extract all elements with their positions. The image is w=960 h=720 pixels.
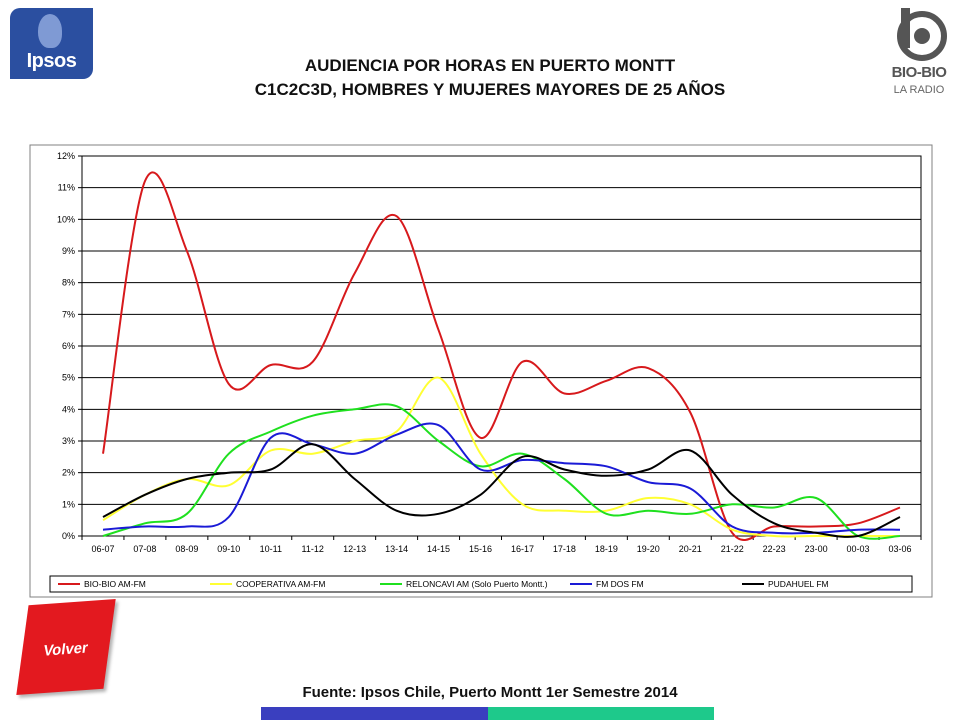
- ipsos-logo-text: Ipsos: [26, 50, 77, 72]
- volver-button[interactable]: Volver: [16, 598, 116, 696]
- chart-title-line1: AUDIENCIA POR HORAS EN PUERTO MONTT: [304, 56, 676, 75]
- footer-bar-green: [488, 707, 714, 720]
- chart-frame: [29, 144, 933, 598]
- series-line-1: [102, 171, 901, 541]
- x-tick-label: 20-21: [679, 544, 702, 554]
- x-tick-label: 00-03: [847, 544, 870, 554]
- y-tick-label: 11%: [58, 183, 75, 193]
- x-tick-label: 13-14: [385, 544, 408, 554]
- legend-label: BIO-BIO AM-FM: [84, 579, 146, 589]
- biobio-logo-name: BIO-BIO: [891, 64, 947, 81]
- biobio-radio-icon: [897, 8, 947, 61]
- x-tick-label: 12-13: [343, 544, 366, 554]
- x-tick-label: 19-20: [637, 544, 660, 554]
- x-tick-label: 17-18: [553, 544, 576, 554]
- x-tick-label: 15-16: [469, 544, 492, 554]
- volver-button-label[interactable]: Volver: [42, 639, 89, 660]
- x-tick-label: 21-22: [721, 544, 744, 554]
- y-tick-label: 10%: [57, 214, 75, 224]
- ipsos-logo: Ipsos: [10, 8, 93, 79]
- y-tick-label: 0%: [62, 531, 75, 541]
- chart-title-line2: C1C2C3D, HOMBRES Y MUJERES MAYORES DE 25…: [254, 80, 726, 99]
- y-tick-label: 6%: [62, 341, 75, 351]
- y-tick-label: 4%: [62, 404, 75, 414]
- x-tick-label: 22-23: [763, 544, 786, 554]
- y-tick-label: 3%: [62, 436, 75, 446]
- series-line-4: [102, 422, 901, 535]
- y-tick-label: 7%: [62, 309, 75, 319]
- x-tick-label: 03-06: [889, 544, 912, 554]
- ipsos-head-icon: [38, 14, 62, 48]
- x-tick-label: 16-17: [511, 544, 534, 554]
- x-tick-label: 11-12: [302, 544, 324, 554]
- x-tick-label: 18-19: [595, 544, 618, 554]
- series-line-3: [102, 403, 901, 540]
- biobio-logo-sub: LA RADIO: [893, 84, 945, 96]
- audience-line-chart: 0% 1% 2% 3% 4% 5% 6% 7% 8% 9% 10% 11% 12% 06-07 07-08 0…: [29, 144, 933, 598]
- x-tick-label: 14-15: [427, 544, 450, 554]
- x-tick-label: 08-09: [175, 544, 198, 554]
- legend-label: PUDAHUEL FM: [768, 579, 829, 589]
- x-tick-label: 06-07: [91, 544, 114, 554]
- y-tick-label: 2%: [62, 468, 75, 478]
- legend-label: COOPERATIVA AM-FM: [236, 579, 325, 589]
- x-tick-label: 10-11: [260, 544, 282, 554]
- y-tick-label: 8%: [62, 278, 75, 288]
- legend-label: RELONCAVI AM (Solo Puerto Montt.): [406, 579, 548, 589]
- x-tick-label: 09-10: [217, 544, 240, 554]
- x-tick-label: 07-08: [133, 544, 156, 554]
- y-tick-label: 5%: [62, 373, 75, 383]
- source-footnote: Fuente: Ipsos Chile, Puerto Montt 1er Se…: [302, 684, 678, 701]
- y-tick-label: 9%: [62, 246, 75, 256]
- legend-box: [49, 575, 913, 593]
- y-tick-label: 12%: [57, 151, 75, 161]
- legend-label: FM DOS FM: [596, 579, 644, 589]
- series-line-5: [102, 443, 901, 538]
- series-line-2: [102, 376, 900, 538]
- x-tick-label: 23-00: [805, 544, 828, 554]
- footer-bar-blue: [261, 707, 488, 720]
- y-tick-label: 1%: [62, 499, 75, 509]
- biobio-logo: BIO-BIO LA RADIO: [884, 6, 954, 100]
